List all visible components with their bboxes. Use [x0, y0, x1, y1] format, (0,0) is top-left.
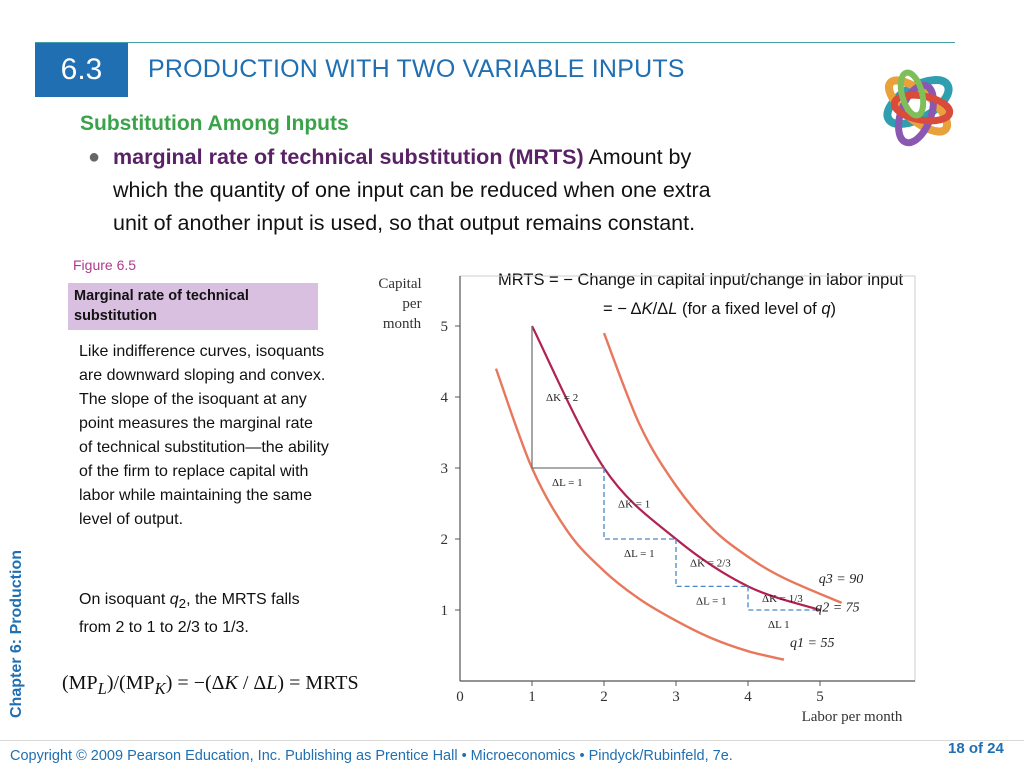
- rings-logo-icon: [883, 69, 954, 147]
- x-tick-label: 0: [456, 689, 464, 705]
- title-rule: [35, 42, 955, 43]
- x-axis-label: Labor per month: [802, 709, 903, 725]
- delta-l-label: ΔL = 1: [624, 548, 655, 560]
- page-number: 18 of 24: [948, 740, 1004, 757]
- isoquant-line-2: [531, 325, 821, 612]
- figure-paragraph-1: Like indifference curves, isoquants are …: [79, 343, 329, 528]
- delta-k-label: ΔK = 1: [618, 499, 650, 511]
- plot-frame: [459, 275, 916, 682]
- delta-k-label: ΔK = 2: [546, 392, 578, 404]
- x-tick-label: 4: [744, 689, 752, 705]
- y-tick-label: 4: [441, 390, 449, 406]
- mrts-bullet: marginal rate of technical substitution …: [113, 141, 833, 240]
- y-tick-label: 5: [441, 319, 449, 335]
- y-axis-label-2: per: [402, 296, 421, 312]
- mrts-definition-1: Amount by: [588, 145, 692, 169]
- isoquant-label-1: q1 = 55: [790, 636, 834, 651]
- delta-l-label: ΔL = 1: [696, 595, 727, 607]
- x-tick-label: 3: [672, 689, 680, 705]
- subheading: Substitution Among Inputs: [80, 112, 349, 135]
- figure-label: Figure 6.5: [73, 257, 137, 273]
- delta-k-label: ΔK = 1/3: [762, 593, 803, 605]
- delta-l-label: ΔL = 1: [552, 477, 583, 489]
- figure-caption: Marginal rate of technical substitution: [68, 283, 318, 330]
- bullet-dot-icon: ●: [88, 146, 101, 168]
- x-tick-label: 2: [600, 689, 608, 705]
- y-axis-label-1: Capital: [378, 276, 421, 292]
- mrts-definition-2: which the quantity of one input can be r…: [113, 178, 711, 202]
- isoquant-label-3: q3 = 90: [819, 572, 863, 587]
- isoquant-line-3: [602, 332, 843, 605]
- delta-k-label: ΔK = 2/3: [690, 558, 731, 570]
- isoquant-chart: Capital per month Labor per month 0 1 2 3 4 5…: [378, 275, 916, 725]
- isoquant-label-2: q2 = 75: [815, 600, 859, 615]
- mrts-definition-box: MRTS = − Change in capital input/change …: [498, 266, 903, 324]
- x-tick-label: 1: [528, 689, 536, 705]
- x-tick-label: 5: [816, 689, 824, 705]
- y-tick-label: 3: [441, 461, 449, 477]
- section-number: 6.3: [35, 43, 128, 97]
- mrts-term: marginal rate of technical substitution …: [113, 145, 584, 169]
- mrts-formula: (MPL)/(MPK) = −(ΔK / ΔL) = MRTS: [62, 672, 359, 698]
- figure-paragraph-2: On isoquant q2, the MRTS falls from 2 to…: [79, 591, 300, 637]
- mrts-definition-3: unit of another input is used, so that o…: [113, 211, 696, 235]
- chapter-label: Chapter 6: Production: [8, 549, 25, 718]
- isoquant-line-1: [494, 368, 785, 661]
- mrts-step-1: [531, 326, 604, 469]
- y-tick-label: 2: [441, 532, 449, 548]
- footer-copyright: Copyright © 2009 Pearson Education, Inc.…: [10, 748, 733, 764]
- delta-l-label: ΔL 1: [768, 619, 790, 631]
- slide-title: PRODUCTION WITH TWO VARIABLE INPUTS: [148, 55, 685, 83]
- y-axis-label-3: month: [383, 316, 422, 332]
- y-tick-label: 1: [441, 603, 449, 619]
- footer-rule: [0, 740, 1024, 741]
- mrts-definition-line2: = − ΔK/ΔL (for a fixed level of q): [603, 300, 837, 318]
